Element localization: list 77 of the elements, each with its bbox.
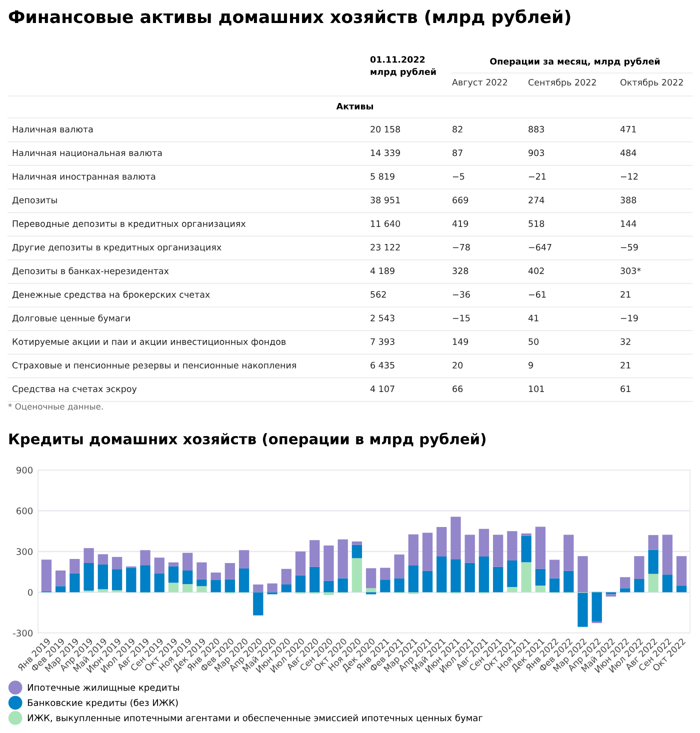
text: 61 xyxy=(620,386,630,392)
text: 303* xyxy=(620,268,641,274)
text: Операции за месяц, млрд рублей xyxy=(490,58,660,66)
text: −36 xyxy=(452,291,470,298)
legend-label: Банковские кредиты (без ИЖК) xyxy=(28,698,178,708)
text: Активы xyxy=(336,103,373,110)
text: 14 339 xyxy=(370,150,400,156)
category-label: 01.11.2022 млрд рублей xyxy=(370,56,436,77)
text: 149 xyxy=(452,338,468,345)
text: 903 xyxy=(528,150,544,156)
text: −61 xyxy=(528,291,546,298)
category-label: Средства на счетах эскроу xyxy=(12,386,137,394)
text: −647 xyxy=(528,244,552,251)
text: 484 xyxy=(620,150,636,156)
text: 274 xyxy=(528,196,544,204)
text: 41 xyxy=(528,314,538,322)
text: −78 xyxy=(452,244,470,251)
text: Финансовые активы домашних хозяйств (млрд рублей) xyxy=(8,9,570,27)
category-label: Наличная иностранная валюта xyxy=(12,173,156,182)
category-label: Котируемые акции и паи и акции инвестиционных фондов xyxy=(12,338,286,347)
text: 101 xyxy=(528,386,544,392)
y-tick-label: 300 xyxy=(16,548,33,556)
text: 20 xyxy=(452,362,463,369)
text: 518 xyxy=(528,220,544,227)
category-label: Октябрь 2022 xyxy=(620,78,683,88)
y-tick-label: 900 xyxy=(16,466,33,474)
text: 23 122 xyxy=(370,244,400,251)
text: 21 xyxy=(620,291,630,298)
text: 7 393 xyxy=(370,338,394,345)
text: 471 xyxy=(620,126,636,132)
category-label: Август 2022 xyxy=(452,78,507,88)
y-tick-label: -300 xyxy=(13,630,33,637)
text: 328 xyxy=(452,268,468,274)
category-label: Наличная национальная валюта xyxy=(12,150,162,158)
chart-title: Кредиты домашних хозяйств (операции в млрд рублей) xyxy=(9,432,486,448)
text: −21 xyxy=(528,173,546,180)
legend-label: Ипотечные жилищные кредиты xyxy=(28,684,179,693)
category-label: Денежные средства на брокерских счетах xyxy=(12,290,210,300)
y-tick-label: 600 xyxy=(16,507,33,514)
text: 402 xyxy=(528,268,544,274)
text: 388 xyxy=(620,196,636,204)
text: 11 640 xyxy=(370,220,400,227)
text: 2 543 xyxy=(370,314,394,322)
text: 82 xyxy=(452,126,462,133)
text: 4 189 xyxy=(370,268,394,274)
text: 21 xyxy=(620,362,630,368)
text: −15 xyxy=(452,314,470,322)
text: 4 107 xyxy=(370,386,394,392)
text: 9 xyxy=(528,362,533,369)
text: 20 158 xyxy=(370,126,400,133)
text: 6 435 xyxy=(370,362,394,369)
text: −59 xyxy=(620,244,638,251)
category-label: Сентябрь 2022 xyxy=(528,78,596,88)
category-label: Долговые ценные бумаги xyxy=(12,314,130,324)
text: 87 xyxy=(452,150,462,156)
text: 5 819 xyxy=(370,173,394,180)
category-label: Депозиты в банках-нерезидентах xyxy=(12,267,169,276)
text: 144 xyxy=(620,220,636,227)
category-label: Депозиты xyxy=(12,196,57,205)
text: 38 951 xyxy=(370,196,400,204)
category-label: Страховые и пенсионные резервы и пенсионные накопления xyxy=(12,362,296,370)
category-label: Другие депозиты в кредитных организациях xyxy=(12,244,222,252)
category-label: Переводные депозиты в кредитных организациях xyxy=(12,220,246,229)
text: 419 xyxy=(452,220,468,227)
category-label: Наличная валюта xyxy=(12,126,93,133)
text: 883 xyxy=(528,126,544,133)
text: * Оценочные данные. xyxy=(8,403,103,411)
y-tick-label: 0 xyxy=(28,588,33,596)
text: −5 xyxy=(452,173,464,180)
text: 50 xyxy=(528,338,539,345)
legend-label: ИЖК, выкупленные ипотечными агентами и обеспеченные эмиссией ипотечных ценных бумаг xyxy=(28,714,482,724)
text: −19 xyxy=(620,314,638,322)
text: 32 xyxy=(620,338,630,345)
text: 562 xyxy=(370,291,386,298)
text: 669 xyxy=(452,196,468,204)
text: 66 xyxy=(452,386,463,392)
text: −12 xyxy=(620,173,638,180)
